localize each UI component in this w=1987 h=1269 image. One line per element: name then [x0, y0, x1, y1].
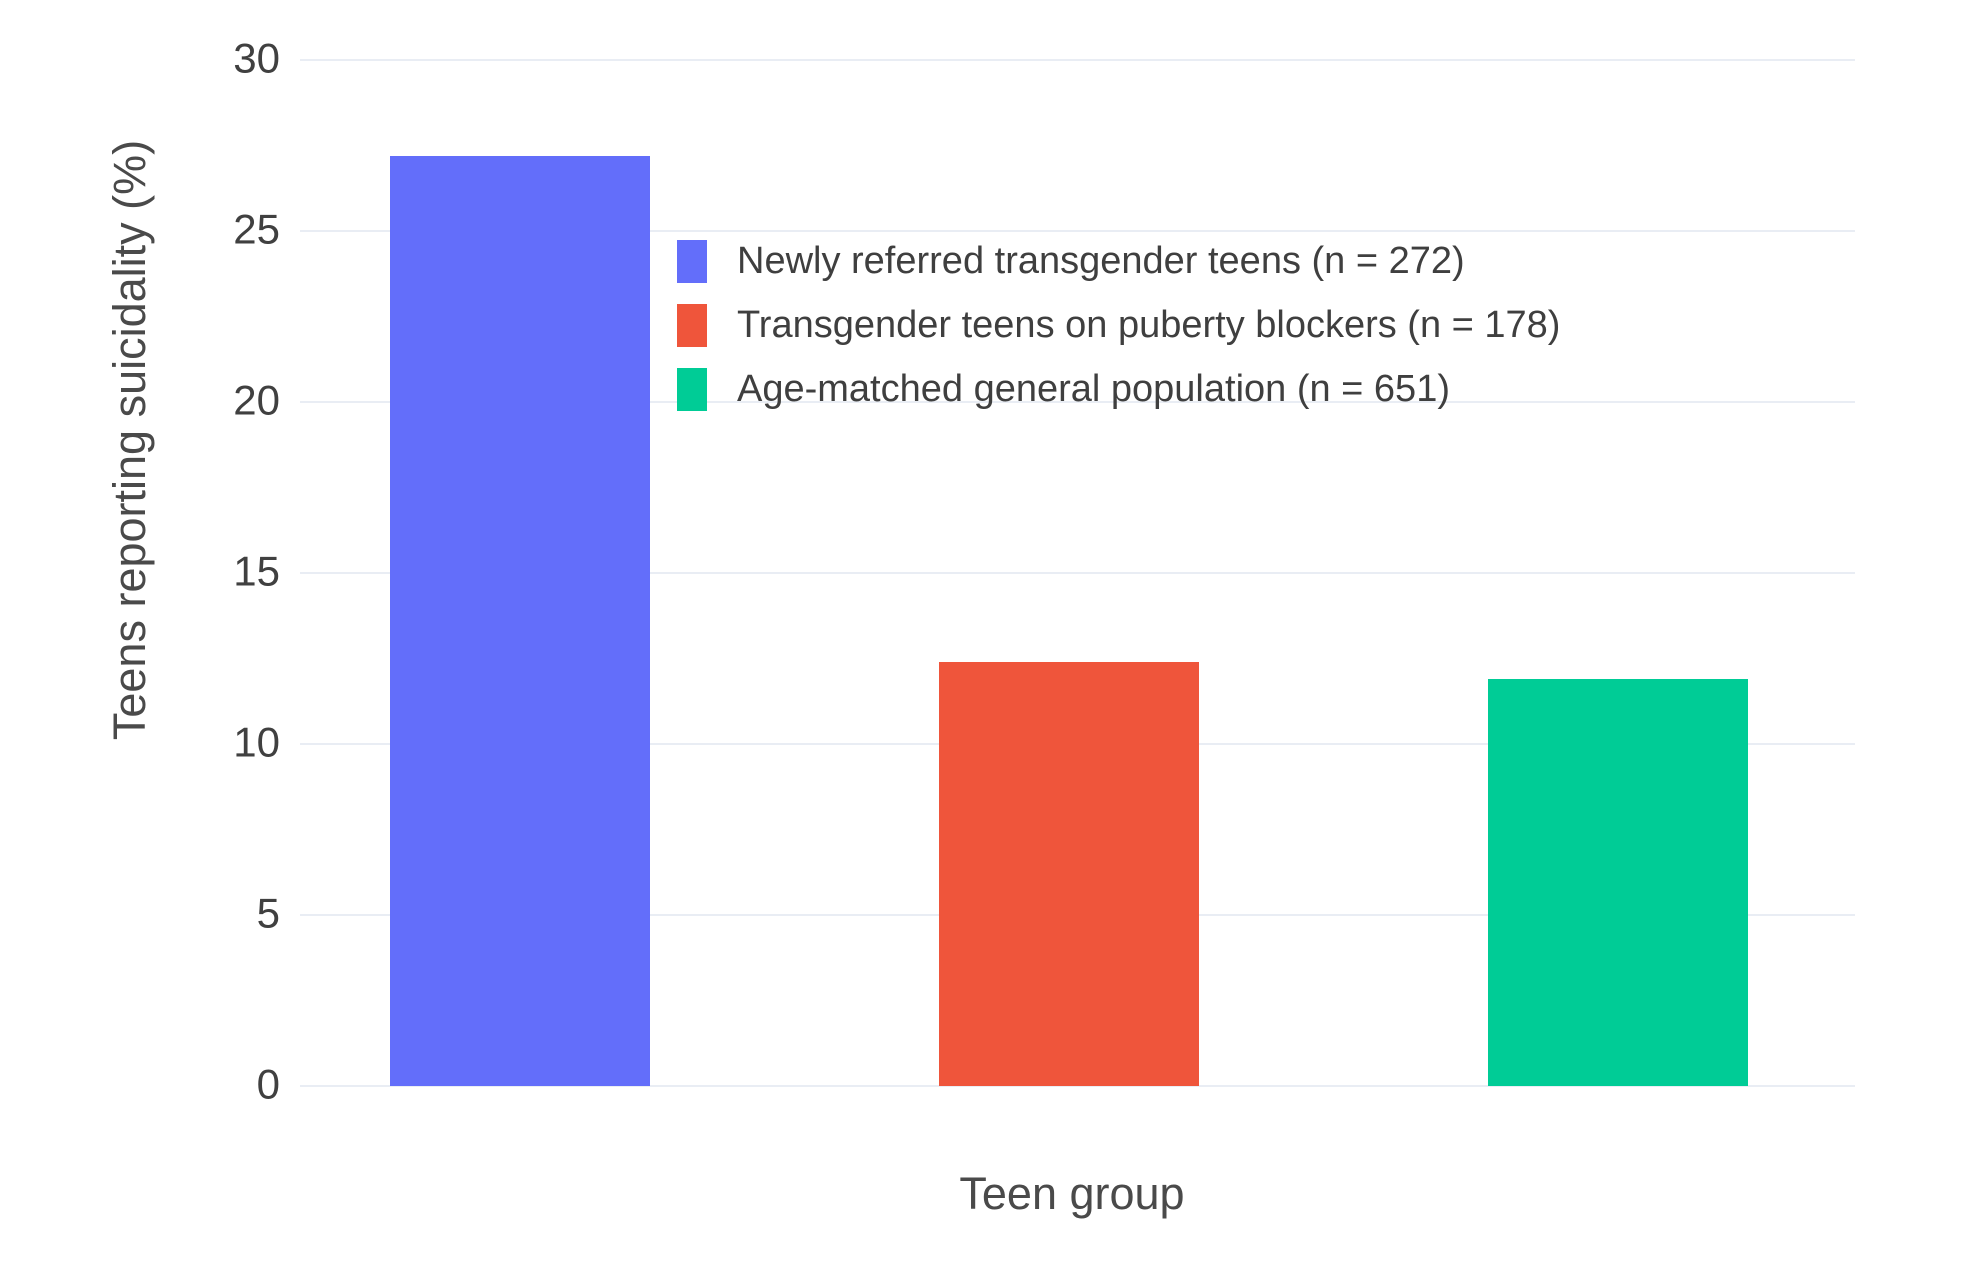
legend-swatch-icon — [677, 240, 707, 283]
gridline-20 — [300, 401, 1855, 403]
y-axis-title: Teens reporting suicidality (%) — [104, 139, 155, 741]
legend-item-2[interactable]: Transgender teens on puberty blockers (n… — [677, 304, 1560, 347]
y-tick-label-5: 5 — [256, 889, 280, 937]
legend-label: Age-matched general population (n = 651) — [737, 368, 1450, 410]
bar-series-1[interactable] — [389, 155, 650, 1086]
bar-series-2[interactable] — [938, 661, 1199, 1086]
legend-item-3[interactable]: Age-matched general population (n = 651) — [677, 368, 1560, 411]
y-tick-label-0: 0 — [256, 1060, 280, 1108]
gridline-15 — [300, 572, 1855, 574]
bar-series-3[interactable] — [1488, 679, 1749, 1086]
y-tick-label-30: 30 — [233, 34, 280, 82]
y-tick-label-15: 15 — [233, 547, 280, 595]
legend: Newly referred transgender teens (n = 27… — [677, 240, 1560, 411]
gridline-30 — [300, 59, 1855, 61]
legend-swatch-icon — [677, 304, 707, 347]
x-axis-title: Teen group — [959, 1168, 1185, 1219]
legend-swatch-icon — [677, 368, 707, 411]
gridline-25 — [300, 230, 1855, 232]
y-tick-label-25: 25 — [233, 205, 280, 253]
gridline-0 — [300, 1085, 1855, 1087]
y-tick-label-20: 20 — [233, 376, 280, 424]
y-tick-label-10: 10 — [233, 718, 280, 766]
legend-item-1[interactable]: Newly referred transgender teens (n = 27… — [677, 240, 1560, 283]
legend-label: Newly referred transgender teens (n = 27… — [737, 240, 1465, 282]
legend-label: Transgender teens on puberty blockers (n… — [737, 304, 1561, 346]
